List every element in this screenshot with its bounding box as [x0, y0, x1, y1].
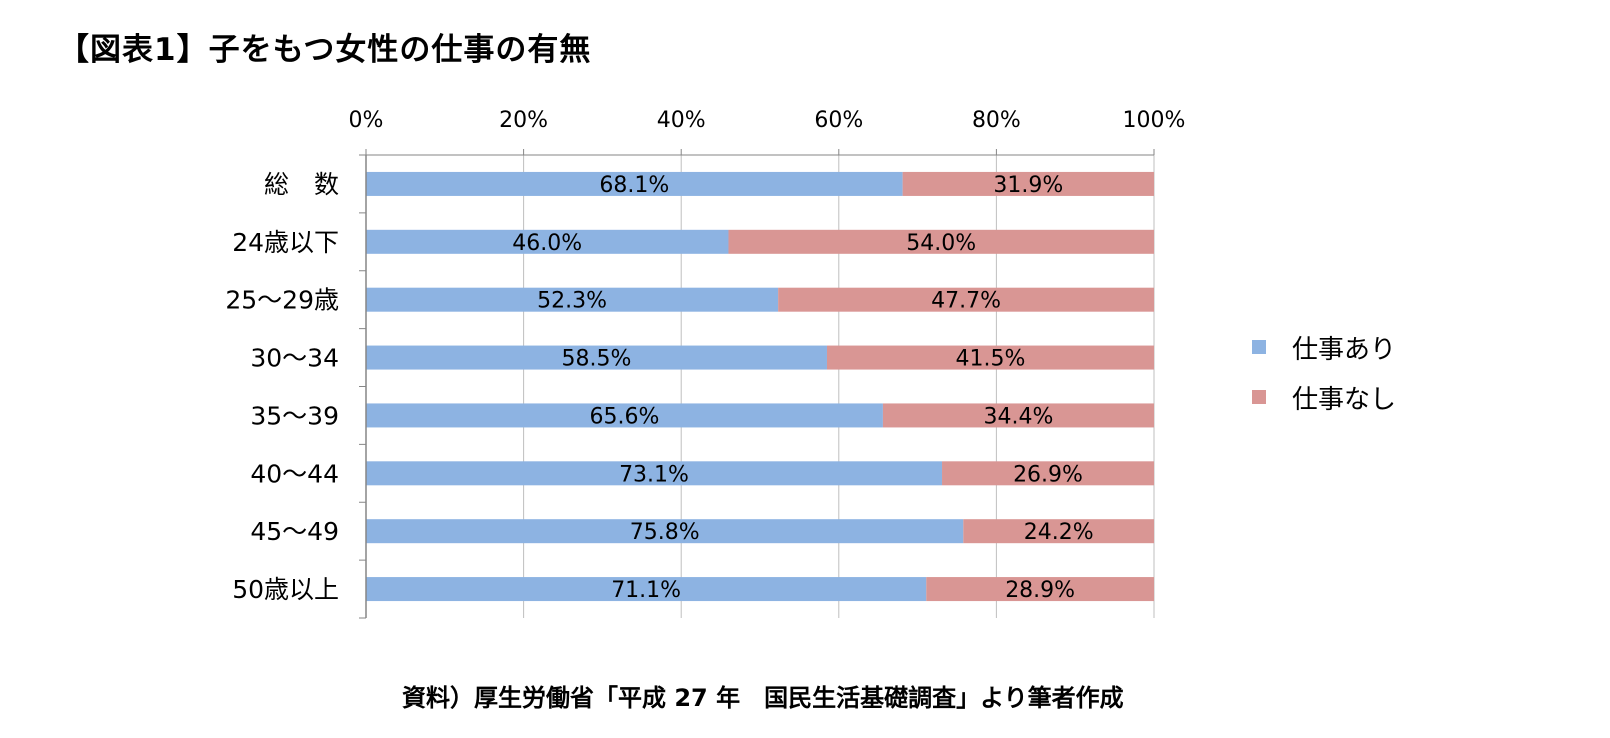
data-label: 46.0% [512, 231, 582, 256]
bar-without-job [728, 229, 1154, 254]
bar-without-job [882, 403, 1154, 428]
bar-with-job [366, 461, 943, 486]
x-tick-label: 60% [814, 108, 863, 133]
data-label: 28.9% [1005, 578, 1075, 603]
bar-with-job [366, 229, 729, 254]
category-label: 総 数 [264, 170, 339, 199]
label-layer: 68.1% 31.9% 総 数 46.0% 54.0% 24歳以下 52.3% 47.7% 25… [225, 170, 1093, 604]
bar-without-job [942, 461, 1154, 486]
axis-layer: 0% 20% 40% 60% 80% 100% [349, 108, 1186, 619]
data-label: 71.1% [611, 578, 681, 603]
category-label: 50歳以上 [232, 575, 339, 604]
data-label: 58.5% [562, 347, 632, 372]
legend-item-with-job: 仕事あり [1252, 322, 1396, 372]
x-tick-label: 80% [972, 108, 1021, 133]
x-tick-label: 20% [499, 108, 548, 133]
bar-without-job [826, 345, 1154, 370]
bar-with-job [366, 171, 903, 196]
bar-layer [366, 171, 1154, 602]
data-label: 41.5% [956, 347, 1026, 372]
data-label: 73.1% [619, 462, 689, 487]
legend-label-with-job: 仕事あり [1292, 334, 1397, 365]
bar-without-job [926, 577, 1154, 602]
bar-with-job [366, 403, 883, 428]
bar-with-job [366, 345, 827, 370]
data-label: 31.9% [993, 173, 1063, 198]
data-label: 54.0% [906, 231, 976, 256]
category-label: 35～39 [250, 401, 339, 430]
x-tick-label: 100% [1123, 108, 1186, 133]
data-label: 26.9% [1013, 462, 1083, 487]
bar-with-job [366, 519, 964, 544]
legend: 仕事あり 仕事なし [1252, 322, 1396, 422]
bar-with-job [366, 287, 779, 312]
bar-without-job [902, 171, 1154, 196]
data-label: 52.3% [537, 289, 607, 314]
x-tick-label: 40% [657, 108, 706, 133]
data-label: 68.1% [599, 173, 669, 198]
bar-with-job [366, 577, 927, 602]
data-label: 47.7% [931, 289, 1001, 314]
legend-swatch-without-job [1252, 390, 1266, 404]
category-label: 30～34 [250, 344, 339, 373]
source-note: 資料）厚生労働省「平成 27 年 国民生活基礎調査」より筆者作成 [402, 684, 1124, 712]
category-label: 25～29歳 [225, 286, 339, 315]
category-label: 45～49 [250, 517, 339, 546]
bar-without-job [778, 287, 1154, 312]
bar-without-job [963, 519, 1154, 544]
category-label: 40～44 [250, 459, 339, 488]
legend-swatch-with-job [1252, 340, 1266, 354]
category-label: 24歳以下 [232, 228, 339, 257]
data-label: 75.8% [630, 520, 700, 545]
data-label: 34.4% [984, 404, 1054, 429]
x-tick-label: 0% [349, 108, 384, 133]
grid-layer [523, 155, 1155, 618]
legend-item-without-job: 仕事なし [1252, 372, 1396, 422]
chart-title: 【図表1】子をもつ女性の仕事の有無 [58, 32, 592, 68]
data-label: 24.2% [1024, 520, 1094, 545]
data-label: 65.6% [590, 404, 660, 429]
legend-label-without-job: 仕事なし [1292, 384, 1397, 415]
